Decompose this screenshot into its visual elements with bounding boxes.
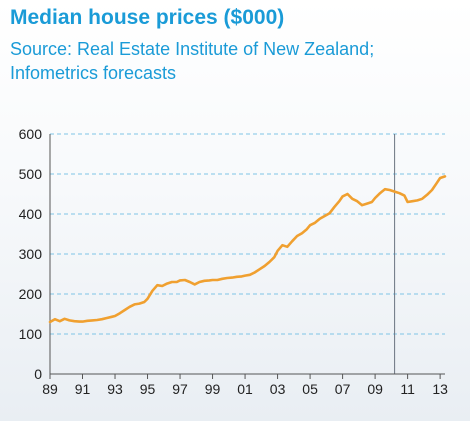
y-tick-label: 0	[34, 366, 42, 382]
chart-subtitle: Source: Real Estate Institute of New Zea…	[10, 39, 375, 83]
chart-title: Median house prices ($000)	[10, 6, 285, 29]
x-tick-label: 01	[237, 381, 253, 397]
median-price-series-line	[48, 175, 447, 324]
x-tick-label: 99	[205, 381, 221, 397]
x-tick-label: 05	[302, 381, 318, 397]
x-tick-label: 11	[400, 381, 415, 397]
y-tick-labels: 0 100 200 300 400 500 600	[19, 126, 43, 382]
x-tick-label: 07	[335, 381, 351, 397]
x-tick-label: 09	[367, 381, 383, 397]
y-tick-label: 400	[19, 206, 43, 222]
x-tick-label: 89	[42, 381, 58, 397]
x-tick-label: 95	[140, 381, 156, 397]
x-tick-labels: 89 91 93 95 97 99 01 03 05 07 09 11 13	[42, 381, 448, 397]
y-tick-label: 600	[19, 126, 43, 142]
x-tick-label: 97	[172, 381, 188, 397]
x-axis	[49, 373, 445, 379]
x-tick-label: 03	[270, 381, 286, 397]
y-tick-label: 100	[19, 326, 43, 342]
y-tick-label: 300	[19, 246, 43, 262]
x-tick-label: 93	[107, 381, 123, 397]
y-tick-label: 200	[19, 286, 43, 302]
x-tick-label: 13	[432, 381, 448, 397]
y-tick-label: 500	[19, 166, 43, 182]
x-tick-label: 91	[75, 381, 91, 397]
grid-lines	[50, 133, 445, 335]
